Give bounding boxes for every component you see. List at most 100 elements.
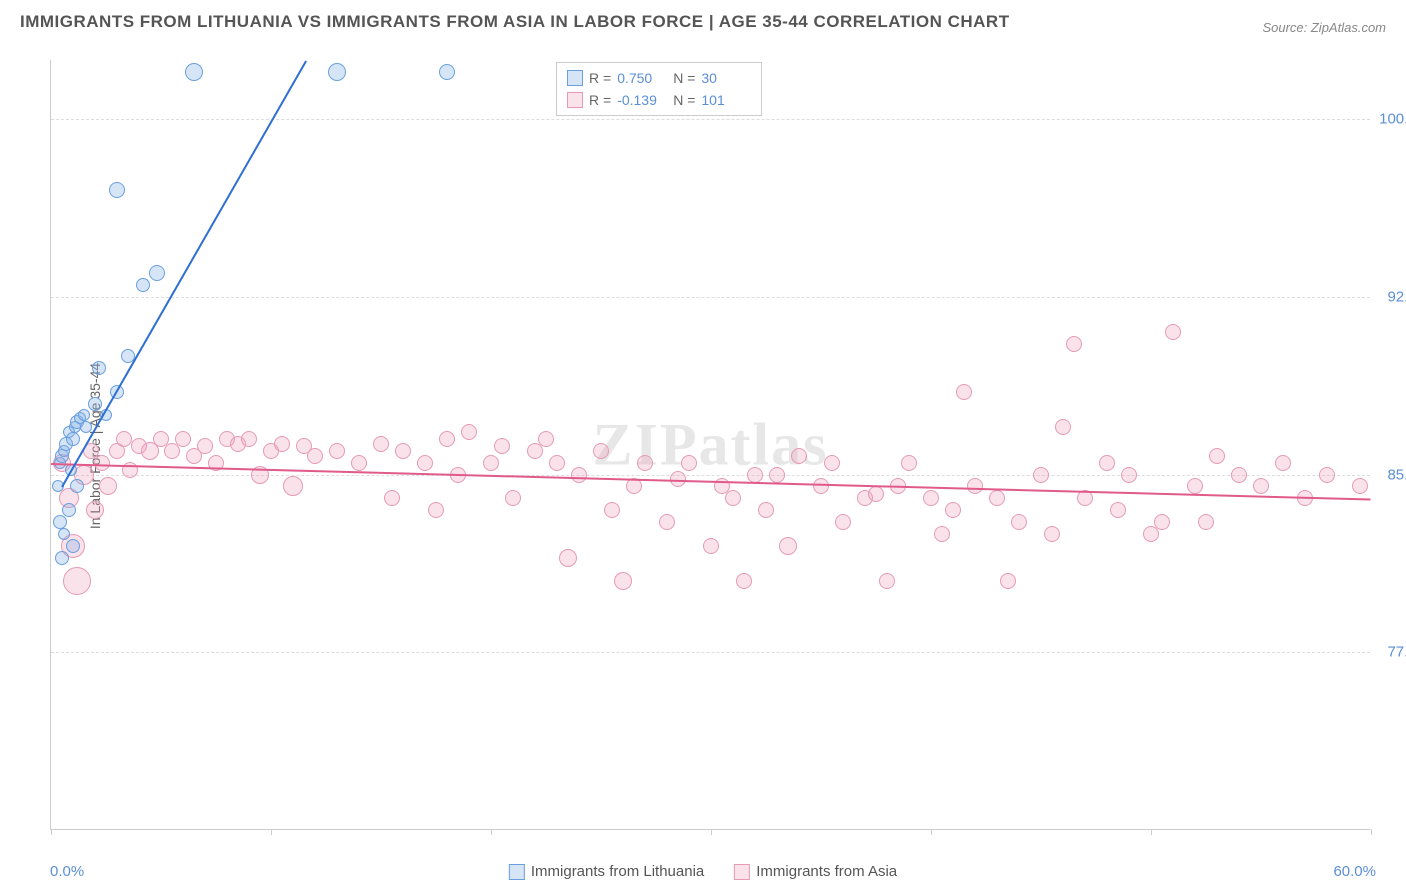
asia-point: [835, 514, 851, 530]
asia-point: [1165, 324, 1181, 340]
lithuania-point: [55, 551, 69, 565]
asia-point: [1253, 478, 1269, 494]
asia-point: [175, 431, 191, 447]
r-label: R =: [589, 89, 611, 111]
r-value: -0.139: [617, 89, 667, 111]
asia-point: [1352, 478, 1368, 494]
legend-item-asia: Immigrants from Asia: [734, 863, 897, 880]
asia-point: [395, 443, 411, 459]
y-tick-label: 100.0%: [1379, 111, 1406, 128]
legend-row: R =-0.139N =101: [567, 89, 751, 111]
asia-point: [549, 455, 565, 471]
asia-point: [1121, 467, 1137, 483]
gridline: [51, 119, 1370, 120]
lithuania-point: [88, 397, 102, 411]
lithuania-point: [136, 278, 150, 292]
asia-point: [813, 478, 829, 494]
asia-point: [1275, 455, 1291, 471]
chart-title: IMMIGRANTS FROM LITHUANIA VS IMMIGRANTS …: [20, 12, 1010, 32]
asia-point: [283, 476, 303, 496]
legend-swatch-icon: [567, 92, 583, 108]
watermark: ZIPatlas: [592, 410, 828, 479]
x-tick: [51, 829, 52, 835]
asia-point: [725, 490, 741, 506]
gridline: [51, 652, 1370, 653]
asia-point: [1099, 455, 1115, 471]
lithuania-point: [66, 432, 80, 446]
x-tick: [1151, 829, 1152, 835]
source-label: Source: ZipAtlas.com: [1262, 20, 1386, 35]
legend-swatch-icon: [509, 864, 525, 880]
asia-point: [1110, 502, 1126, 518]
y-tick-label: 92.5%: [1387, 288, 1406, 305]
correlation-legend: R =0.750N =30R =-0.139N =101: [556, 62, 762, 116]
legend-item-lithuania: Immigrants from Lithuania: [509, 863, 704, 880]
asia-point: [945, 502, 961, 518]
lithuania-point: [109, 182, 125, 198]
asia-point: [116, 431, 132, 447]
x-tick: [1371, 829, 1372, 835]
asia-point: [736, 573, 752, 589]
asia-point: [538, 431, 554, 447]
x-axis-min-label: 0.0%: [50, 863, 84, 880]
asia-point: [1033, 467, 1049, 483]
n-label: N =: [673, 89, 695, 111]
asia-point: [439, 431, 455, 447]
legend-row: R =0.750N =30: [567, 67, 751, 89]
gridline: [51, 297, 1370, 298]
asia-point: [779, 537, 797, 555]
asia-point: [483, 455, 499, 471]
asia-point: [241, 431, 257, 447]
asia-point: [505, 490, 521, 506]
y-tick-label: 85.0%: [1387, 466, 1406, 483]
legend-swatch-icon: [734, 864, 750, 880]
asia-point: [1231, 467, 1247, 483]
asia-point: [94, 455, 110, 471]
asia-point: [571, 467, 587, 483]
asia-trend-line: [51, 463, 1371, 501]
asia-point: [1000, 573, 1016, 589]
asia-point: [791, 448, 807, 464]
asia-point: [637, 455, 653, 471]
asia-point: [747, 467, 763, 483]
asia-point: [1044, 526, 1060, 542]
asia-point: [956, 384, 972, 400]
asia-point: [428, 502, 444, 518]
asia-point: [1055, 419, 1071, 435]
asia-point: [1319, 467, 1335, 483]
lithuania-point: [78, 409, 90, 421]
legend-swatch-icon: [567, 70, 583, 86]
asia-point: [879, 573, 895, 589]
legend-label: Immigrants from Asia: [756, 863, 897, 880]
gridline: [51, 475, 1370, 476]
asia-point: [99, 477, 117, 495]
lithuania-point: [328, 63, 346, 81]
asia-point: [197, 438, 213, 454]
lithuania-point: [185, 63, 203, 81]
x-tick: [271, 829, 272, 835]
x-tick: [931, 829, 932, 835]
r-value: 0.750: [617, 67, 667, 89]
asia-point: [868, 486, 884, 502]
asia-point: [1011, 514, 1027, 530]
y-tick-label: 77.5%: [1387, 644, 1406, 661]
x-axis-max-label: 60.0%: [1333, 863, 1376, 880]
asia-point: [63, 567, 91, 595]
asia-point: [1187, 478, 1203, 494]
asia-point: [274, 436, 290, 452]
asia-point: [1066, 336, 1082, 352]
asia-point: [769, 467, 785, 483]
lithuania-point: [70, 479, 84, 493]
n-label: N =: [673, 67, 695, 89]
lithuania-point: [58, 528, 70, 540]
x-tick: [491, 829, 492, 835]
r-label: R =: [589, 67, 611, 89]
lithuania-point: [66, 539, 80, 553]
asia-point: [494, 438, 510, 454]
asia-point: [86, 501, 104, 519]
asia-point: [758, 502, 774, 518]
legend-label: Immigrants from Lithuania: [531, 863, 704, 880]
asia-point: [351, 455, 367, 471]
asia-point: [901, 455, 917, 471]
asia-point: [417, 455, 433, 471]
